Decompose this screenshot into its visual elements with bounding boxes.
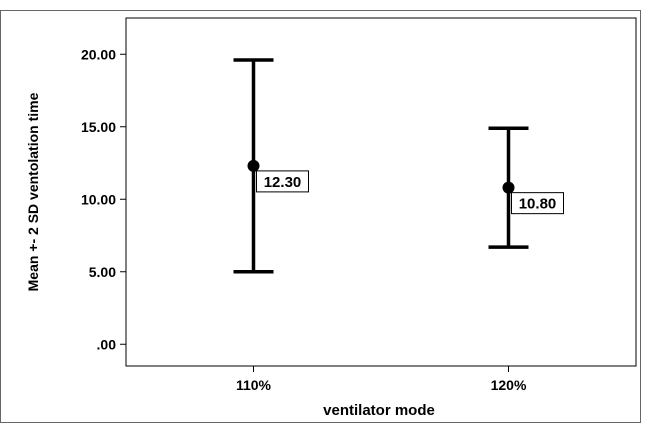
mean-point (502, 181, 515, 194)
mean-value-label: 10.80 (519, 196, 557, 213)
y-tick-label: 20.00 (81, 46, 116, 62)
x-axis-label: ventilator mode (323, 402, 435, 419)
mean-point (247, 159, 260, 172)
plot-frame (125, 17, 637, 367)
figure-border (0, 10, 641, 423)
error-bars: 12.30 10.80 (233, 58, 564, 274)
mean-value-box (256, 170, 309, 193)
y-axis: .00 5.00 10.00 15.00 20.00 (81, 46, 126, 352)
x-axis: 110% 120% (236, 366, 527, 393)
x-tick-label: 120% (491, 377, 527, 393)
y-tick-label: 10.00 (81, 191, 116, 207)
y-axis-label: Mean +- 2 SD ventolation time (25, 92, 41, 291)
y-tick-label: 15.00 (81, 119, 116, 135)
mean-value-label: 12.30 (264, 174, 302, 191)
x-tick-label: 110% (236, 377, 272, 393)
y-tick-label: .00 (97, 336, 117, 352)
y-tick-label: 5.00 (89, 264, 116, 280)
mean-value-box (511, 192, 564, 215)
